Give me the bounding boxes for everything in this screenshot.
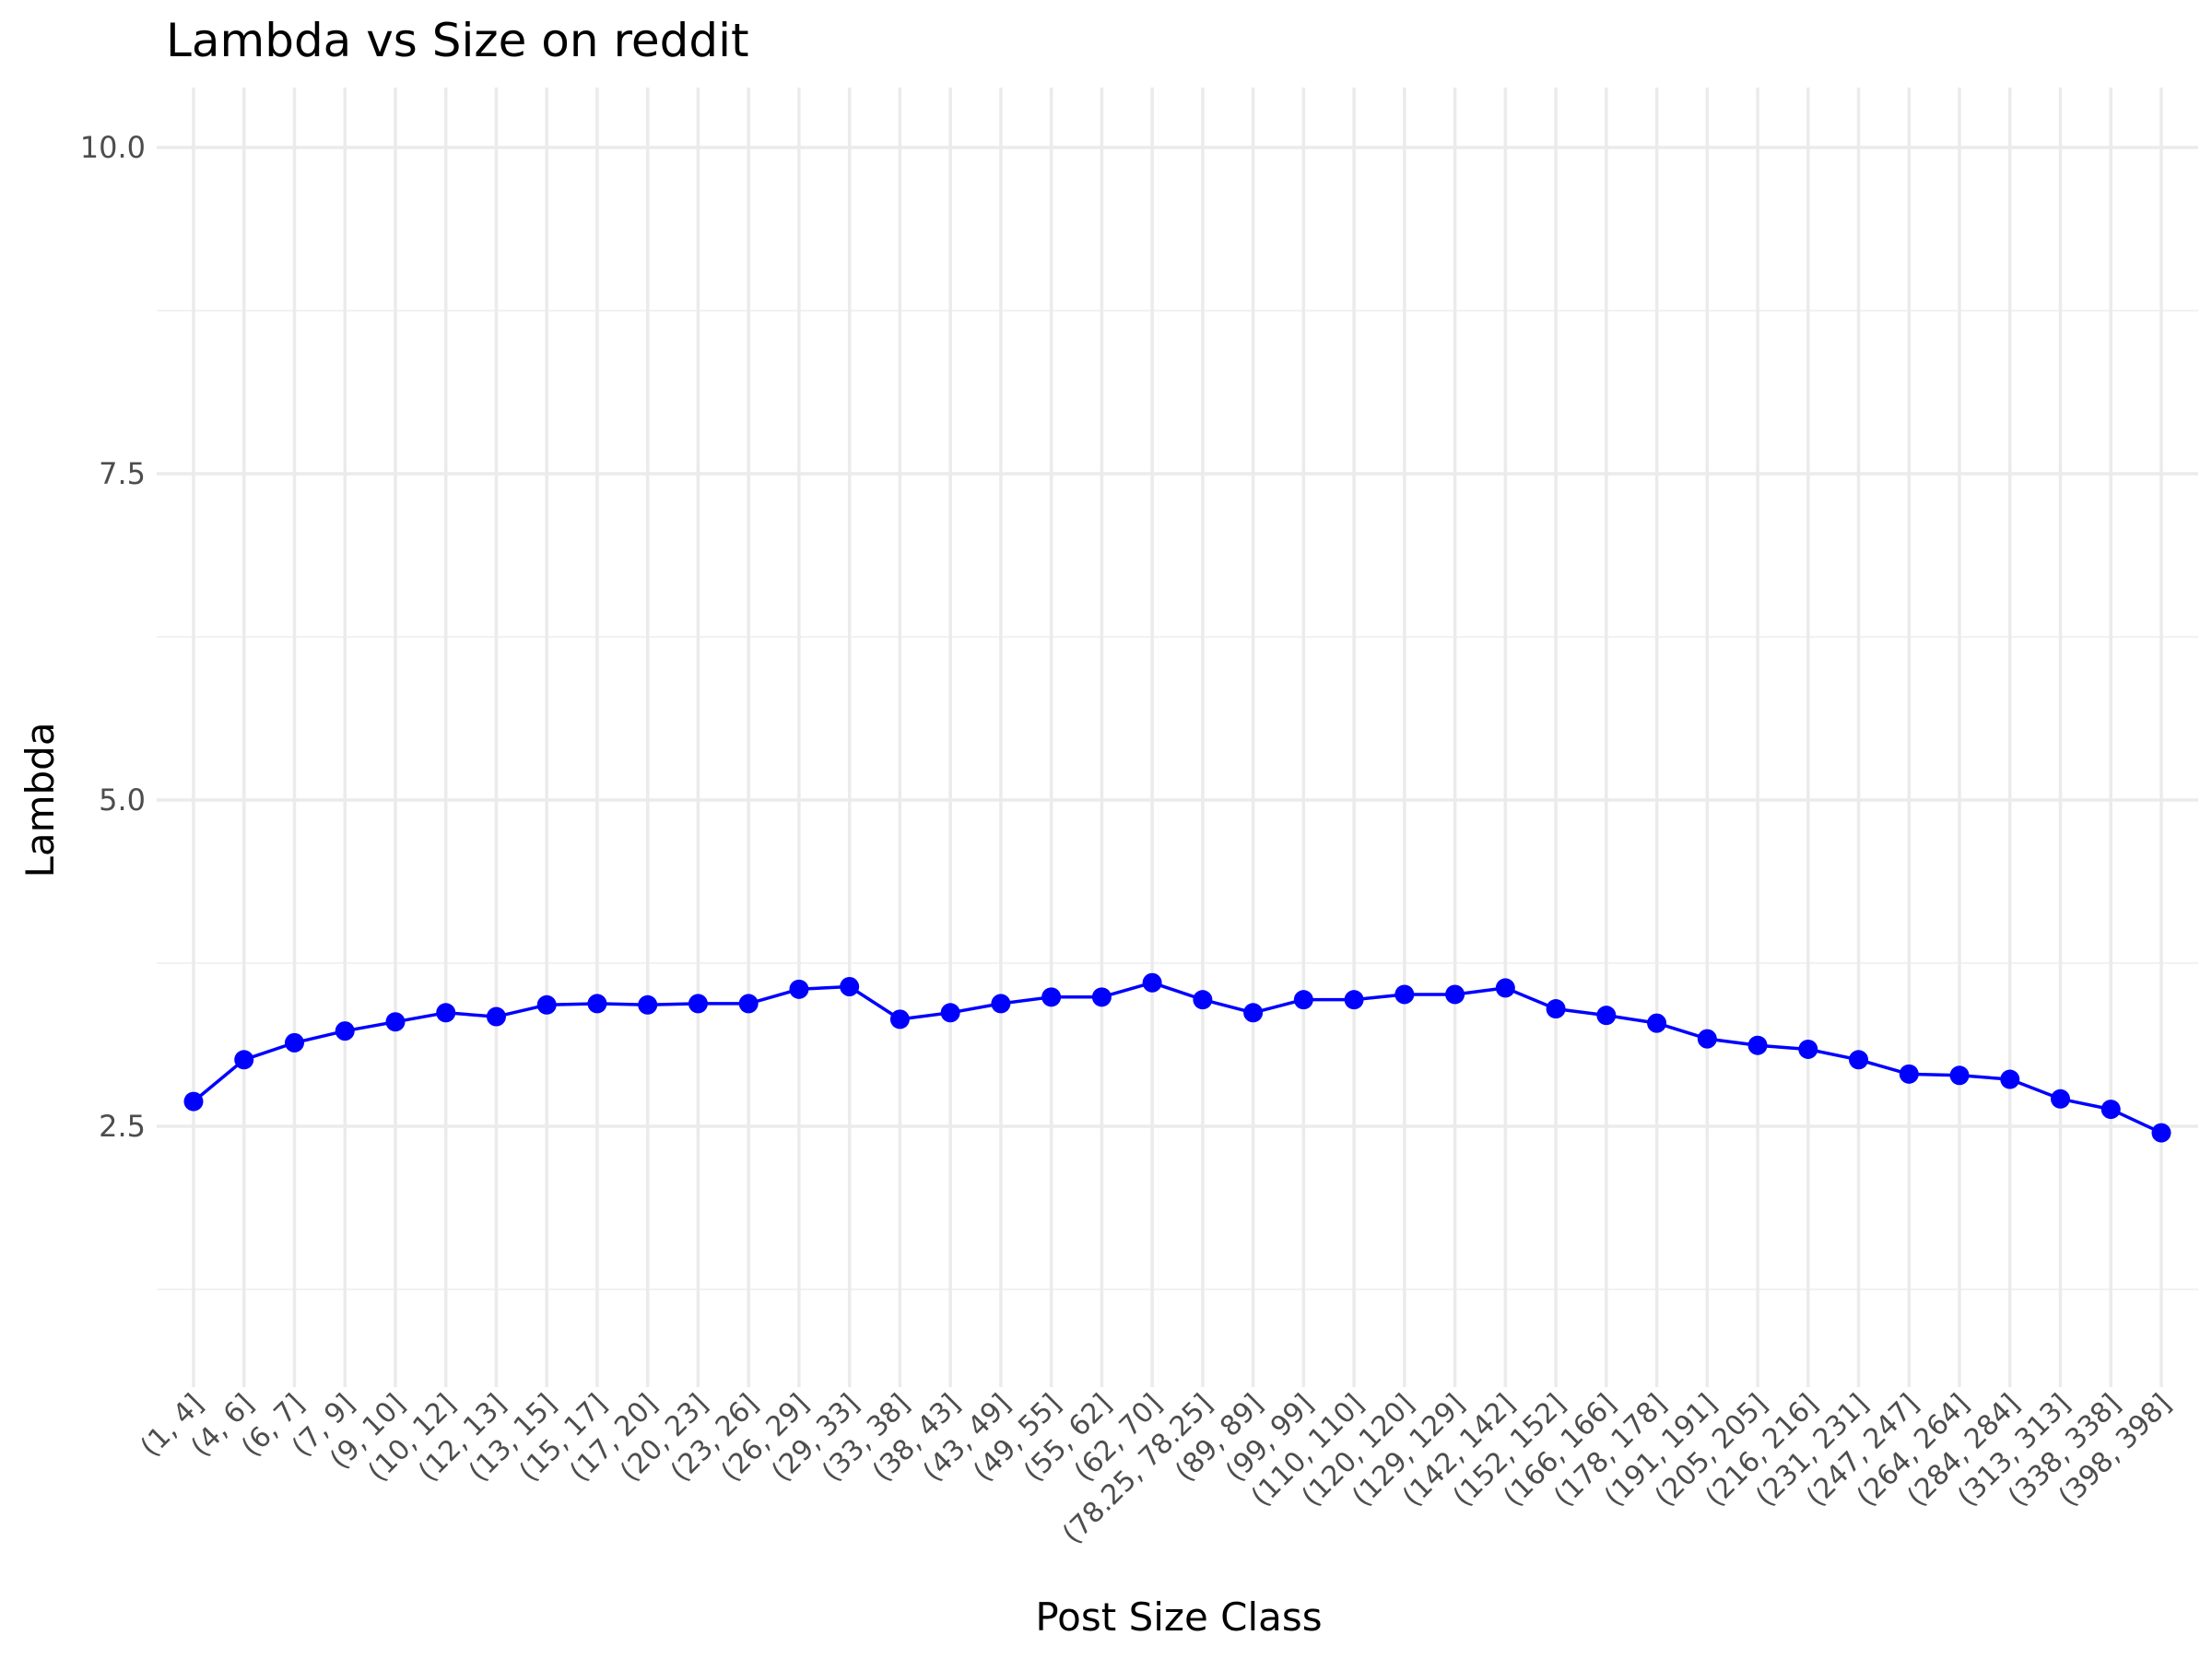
data-point (536, 994, 557, 1015)
data-point (234, 1050, 254, 1070)
data-point (1849, 1050, 1869, 1070)
series-points-group (183, 972, 2171, 1143)
data-point (2051, 1088, 2071, 1109)
data-point (1142, 972, 1162, 993)
data-point (587, 994, 607, 1014)
data-point (1899, 1064, 1919, 1084)
data-point (486, 1006, 506, 1027)
chart-title: Lambda vs Size on reddit (166, 14, 749, 67)
y-axis-tick-labels: 2.5 5.0 7.5 10.0 (80, 130, 146, 1144)
series-line (192, 981, 2162, 1135)
data-point (284, 1032, 304, 1053)
data-point (1445, 984, 1465, 1005)
data-point (1747, 1035, 1768, 1055)
data-point (1293, 990, 1313, 1010)
y-tick-label: 7.5 (99, 456, 146, 491)
data-point (1596, 1006, 1617, 1026)
y-tick-label: 10.0 (80, 130, 146, 165)
major-x-gridlines (192, 88, 2163, 1387)
data-point (940, 1003, 960, 1023)
data-point (2000, 1069, 2020, 1089)
data-point (436, 1003, 456, 1023)
y-axis-title: Lambda (18, 722, 63, 877)
data-point (738, 994, 759, 1014)
series-line-group (192, 981, 2162, 1135)
y-tick-label: 2.5 (99, 1109, 146, 1144)
data-point (335, 1021, 355, 1041)
data-point (1394, 984, 1415, 1005)
data-point (1041, 987, 1062, 1007)
x-axis-title: Post Size Class (1035, 1594, 1322, 1640)
data-point (1193, 990, 1213, 1010)
data-point (385, 1012, 406, 1032)
data-point (1546, 999, 1566, 1019)
data-point (638, 994, 658, 1015)
data-point (2151, 1123, 2171, 1143)
data-point (789, 979, 809, 999)
data-point (889, 1009, 910, 1030)
data-point (1495, 978, 1515, 998)
y-tick-label: 5.0 (99, 782, 146, 818)
data-point (1798, 1039, 1818, 1059)
data-point (991, 994, 1011, 1014)
data-point (1243, 1003, 1264, 1023)
data-point (840, 976, 860, 996)
data-point (1647, 1013, 1667, 1033)
data-point (1344, 990, 1364, 1010)
data-point (688, 994, 708, 1014)
data-point (1091, 987, 1112, 1007)
data-point (183, 1091, 204, 1112)
data-point (1697, 1029, 1717, 1049)
data-point (2100, 1100, 2121, 1120)
data-point (1949, 1065, 1970, 1086)
